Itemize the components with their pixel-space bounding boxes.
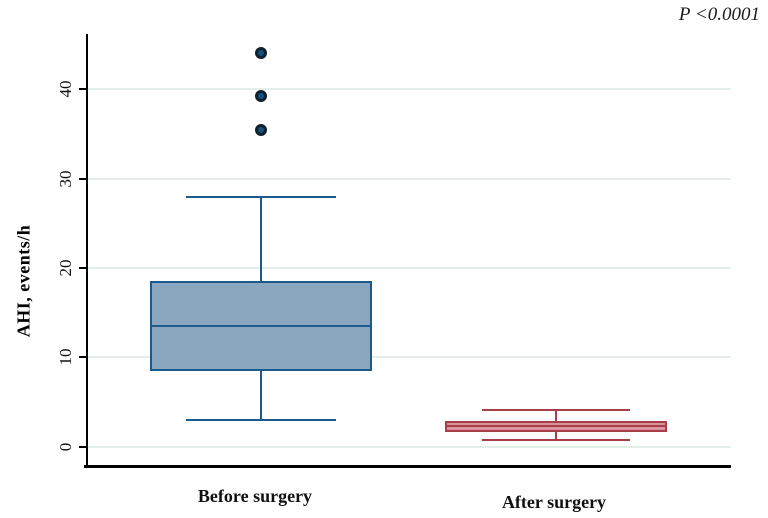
y-axis-line [86, 34, 88, 468]
upper-whisker-cap-before-surgery [186, 195, 336, 198]
y-tick-30 [79, 177, 87, 180]
median-line-after-surgery [445, 425, 667, 428]
p-value-annotation: P <0.0001 [678, 4, 760, 25]
y-tick-label-40: 40 [56, 80, 75, 98]
upper-whisker-before-surgery [260, 196, 262, 281]
y-tick-10 [79, 356, 87, 359]
lower-whisker-cap-before-surgery [186, 418, 336, 421]
lower-whisker-after-surgery [555, 432, 557, 441]
y-axis-title: AHI, events/h [13, 224, 34, 338]
y-tick-label-0: 0 [56, 442, 75, 451]
lower-whisker-before-surgery [260, 370, 262, 420]
y-tick-label-20: 20 [56, 259, 75, 277]
gridline-20 [88, 267, 731, 269]
y-tick-label-10: 10 [56, 348, 75, 366]
outlier-dot-before-surgery [255, 46, 267, 59]
category-label-after-surgery: After surgery [501, 492, 607, 512]
gridline-40 [88, 88, 731, 91]
median-line-before-surgery [150, 325, 372, 328]
category-label-before-surgery: Before surgery [197, 486, 313, 506]
y-tick-20 [79, 267, 87, 269]
upper-whisker-cap-after-surgery [482, 409, 630, 412]
gridline-30 [88, 177, 731, 180]
y-tick-0 [79, 445, 87, 448]
y-tick-label-30: 30 [56, 170, 75, 188]
y-tick-40 [79, 88, 87, 91]
outlier-dot-before-surgery [255, 123, 267, 136]
upper-whisker-after-surgery [555, 410, 557, 421]
gridline-10 [88, 356, 731, 359]
lower-whisker-cap-after-surgery [482, 439, 630, 442]
outlier-dot-before-surgery [255, 90, 267, 103]
x-axis-line [84, 465, 731, 468]
gridline-0 [88, 445, 731, 448]
